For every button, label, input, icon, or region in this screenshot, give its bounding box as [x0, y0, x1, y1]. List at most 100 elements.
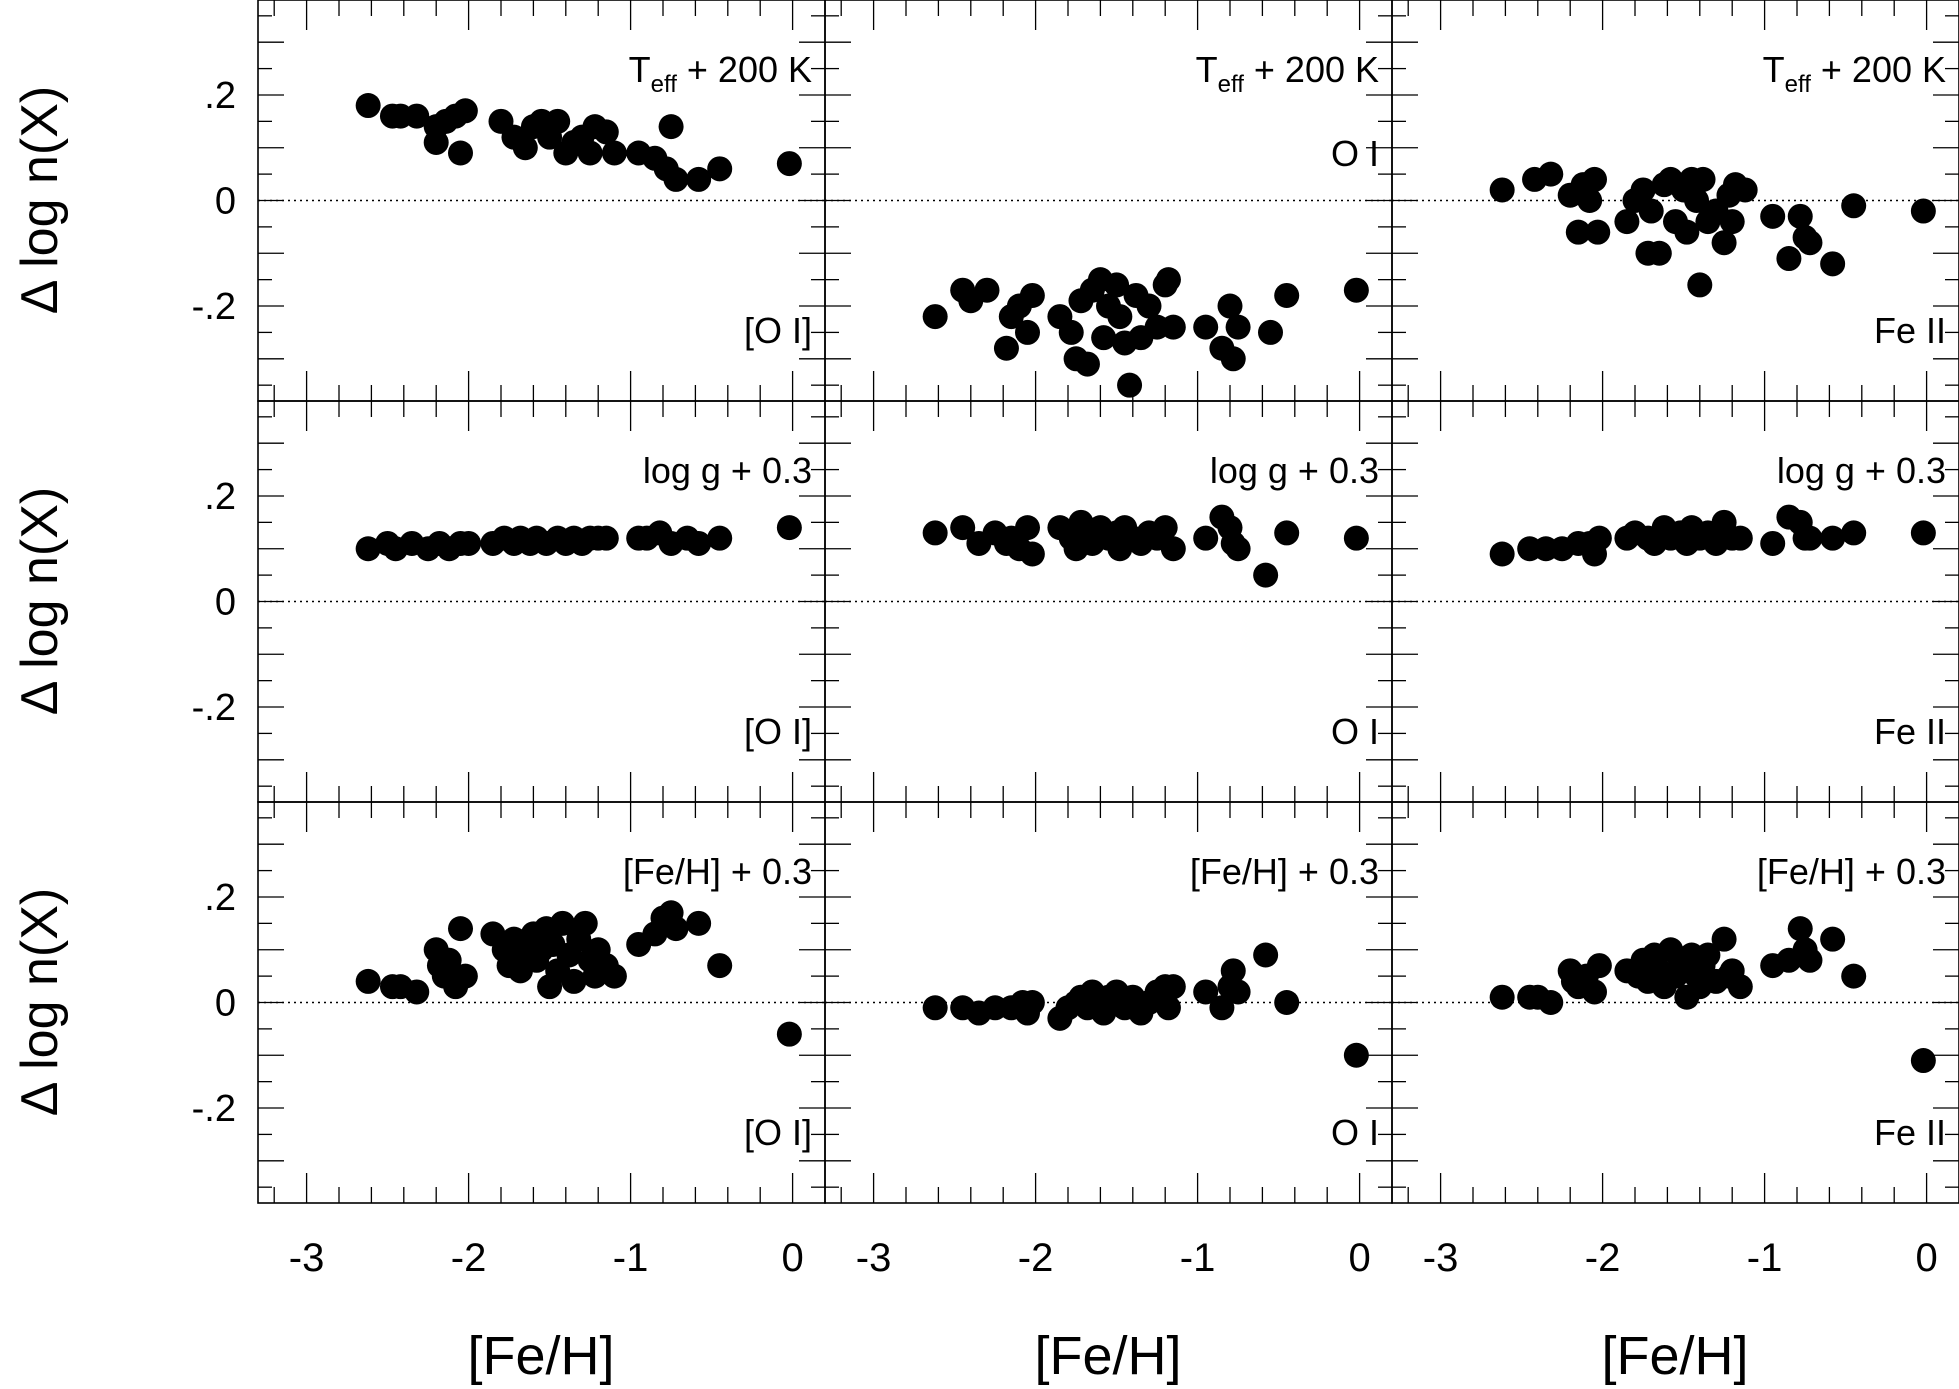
data-point [355, 968, 381, 994]
data-point [663, 166, 689, 192]
y-tick-label: 0 [215, 181, 236, 223]
data-point [1841, 963, 1867, 989]
x-axis-label: [Fe/H] [1601, 1326, 1748, 1386]
data-point [1015, 515, 1040, 541]
species-label: [O I] [744, 310, 812, 351]
data-point [550, 910, 576, 936]
y-tick-label: -.2 [192, 687, 236, 729]
x-tick-label: 0 [1348, 1236, 1370, 1280]
data-point [663, 916, 689, 942]
data-point [572, 910, 598, 936]
data-point [545, 108, 571, 134]
data-point [1841, 520, 1867, 546]
data-point [1253, 942, 1279, 968]
data-point [922, 995, 948, 1021]
y-axis-label: Δ log n(X) [11, 487, 69, 715]
perturbation-label: log g + 0.3 [1777, 450, 1946, 491]
data-point [1225, 979, 1251, 1005]
data-point [1253, 562, 1279, 588]
data-point [1577, 188, 1603, 213]
data-point [1091, 325, 1117, 351]
data-point [448, 916, 473, 942]
data-point [1019, 282, 1045, 308]
data-point [974, 277, 1000, 303]
data-point [355, 93, 381, 119]
data-point [707, 156, 733, 182]
perturbation-label: log g + 0.3 [643, 450, 812, 491]
data-point [993, 335, 1019, 361]
data-point [1910, 520, 1936, 546]
data-point [950, 515, 976, 541]
x-tick-label: 0 [781, 1236, 803, 1280]
perturbation-label: Teff + 200 K [629, 49, 812, 98]
data-point [1695, 942, 1721, 968]
panel-1-1: Teff + 200 K [O I] .2 0 -.2 [192, 0, 826, 402]
data-point [1776, 246, 1802, 272]
data-point [1343, 1042, 1369, 1068]
data-point [1074, 351, 1100, 377]
data-point [1193, 314, 1219, 340]
perturbation-label: [Fe/H] + 0.3 [623, 851, 812, 892]
data-point [1225, 314, 1251, 340]
data-point [1152, 515, 1178, 541]
data-point [452, 98, 478, 124]
data-point [1797, 947, 1823, 973]
data-point [1155, 995, 1181, 1021]
data-point [1107, 304, 1133, 330]
y-axis-label: Δ log n(X) [11, 86, 69, 314]
data-point [1585, 219, 1611, 245]
y-tick-label: .2 [204, 877, 236, 919]
y-tick-label: 0 [215, 582, 236, 624]
data-point [776, 515, 802, 541]
data-point [1193, 979, 1219, 1005]
data-point [1732, 177, 1758, 203]
data-point [404, 103, 430, 129]
species-label: O I [1331, 1112, 1379, 1153]
data-point [686, 166, 712, 192]
x-tick-label: -2 [1585, 1236, 1621, 1280]
panel-2-3: log g + 0.3 Fe II [1391, 400, 1959, 803]
data-point [1841, 193, 1867, 219]
data-point [456, 530, 482, 556]
data-point [686, 910, 712, 936]
species-label: [O I] [744, 711, 812, 752]
data-point [1155, 267, 1181, 293]
data-point [1638, 198, 1664, 224]
data-point [1160, 536, 1186, 562]
data-point [1160, 974, 1186, 1000]
data-point [512, 135, 538, 161]
y-tick-label: -.2 [192, 1088, 236, 1130]
data-point [1538, 161, 1564, 187]
axis-labels: Δ log n(X) Δ log n(X) Δ log n(X) [Fe/H] [Fe/… [11, 86, 1749, 1386]
data-point [1690, 166, 1716, 192]
x-tick-label: -2 [451, 1236, 487, 1280]
x-axis-label: [Fe/H] [467, 1326, 614, 1386]
data-point [1797, 525, 1823, 551]
data-point [1630, 177, 1656, 203]
data-point [1489, 177, 1515, 203]
data-point [448, 140, 473, 166]
panel-2-1: log g + 0.3 [O I] .2 0 -.2 [192, 400, 826, 803]
species-label: O I [1331, 133, 1379, 174]
data-point [452, 963, 478, 989]
data-point [1582, 166, 1607, 192]
data-point [1582, 979, 1607, 1005]
data-point [922, 520, 948, 546]
data-point [1684, 188, 1710, 213]
data-point [1760, 203, 1786, 229]
data-point [561, 968, 587, 994]
data-point [707, 525, 733, 551]
data-point [1614, 209, 1640, 235]
data-point [1274, 520, 1300, 546]
x-tick-label: -3 [289, 1236, 325, 1280]
panel-3-1: [Fe/H] + 0.3 [O I] .2 0 -.2 -3 -2 -1 0 [192, 801, 826, 1280]
data-point [1015, 319, 1040, 345]
data-point [686, 530, 712, 556]
x-tick-label: -3 [1423, 1236, 1459, 1280]
data-point [1019, 541, 1045, 567]
data-point [1538, 990, 1564, 1015]
data-point [1820, 525, 1846, 551]
data-point [922, 304, 948, 330]
data-point [776, 1021, 802, 1047]
x-tick-label: 0 [1915, 1236, 1937, 1280]
